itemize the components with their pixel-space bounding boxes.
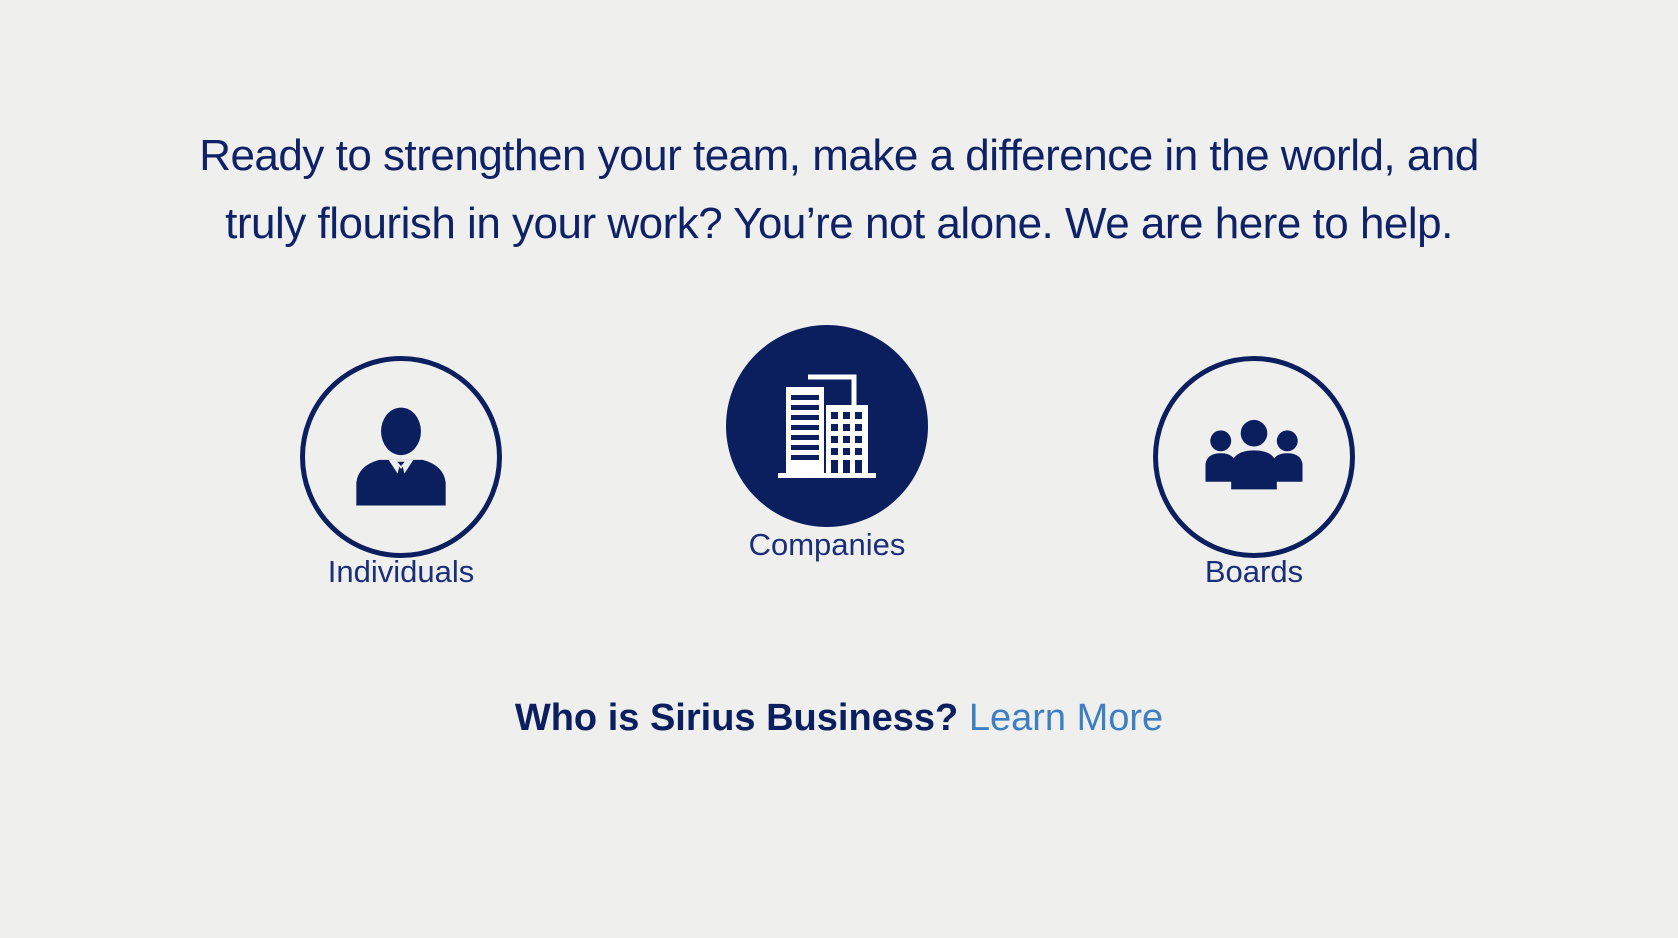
boards-label: Boards <box>1204 554 1304 589</box>
audience-individuals-link[interactable]: Individuals <box>300 356 502 596</box>
cta-lead-text: Who is Sirius Business? <box>514 697 959 739</box>
group-of-people-icon <box>1205 419 1303 490</box>
audience-boards-link[interactable]: Boards <box>1153 356 1355 596</box>
office-building-icon <box>778 374 876 478</box>
person-with-tie-icon <box>356 407 446 506</box>
individuals-label: Individuals <box>327 554 475 589</box>
learn-more-link[interactable]: Learn More <box>968 697 1164 739</box>
audience-companies-link[interactable]: Companies <box>726 325 928 565</box>
companies-label: Companies <box>748 527 906 562</box>
individuals-circle <box>300 356 502 558</box>
who-is-sirius-cta: Who is Sirius Business? Learn More <box>0 690 1678 746</box>
headline-line-2: truly flourish in your work? You’re not … <box>225 199 1453 248</box>
headline-line-1: Ready to strengthen your team, make a di… <box>199 131 1479 180</box>
companies-circle <box>726 325 928 527</box>
boards-circle <box>1153 356 1355 558</box>
hero-headline: Ready to strengthen your team, make a di… <box>0 122 1678 258</box>
